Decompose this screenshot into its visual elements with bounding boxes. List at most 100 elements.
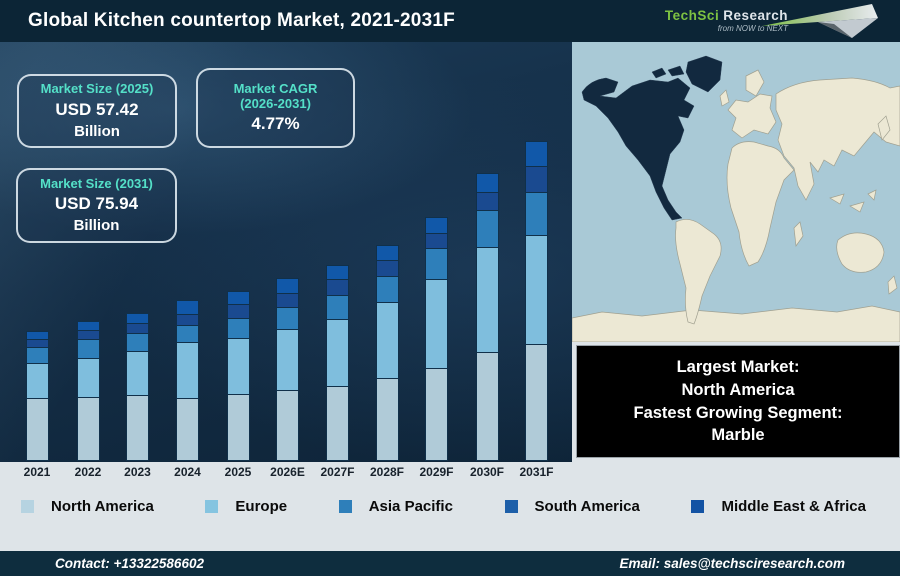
fastest-segment-label: Fastest Growing Segment: (633, 403, 843, 422)
bar-segment-europe (126, 351, 149, 396)
bar-segment-middle-east-africa (226, 291, 250, 305)
axis-label-2024: 2024 (174, 465, 201, 479)
map-japan (877, 115, 891, 141)
bar-2028f (375, 245, 399, 461)
bar-segment-asia-pacific (226, 318, 250, 339)
main-content: Market Size (2025) USD 57.42 Billion Mar… (0, 42, 900, 462)
techsci-logo: TechSci Research from NOW to NEXT (665, 2, 886, 40)
bar-2022 (76, 321, 100, 461)
map-arctic-island-1 (667, 65, 685, 77)
legend-item-north-america: North America (21, 498, 154, 515)
legend-swatch-asia-pacific (338, 500, 352, 513)
world-map (572, 42, 900, 342)
bar-segment-asia-pacific (176, 325, 199, 343)
legend-label-south-america: South America (534, 498, 640, 515)
legend-item-asia-pacific: Asia Pacific (338, 498, 453, 515)
bar-segment-south-america (326, 279, 349, 296)
axis-label-2029f: 2029F (419, 465, 454, 479)
x-axis: 2021 2022 2023 2024 2025 2026E 2027F 2028F 2029F… (0, 462, 900, 481)
bar-segment-north-america (425, 368, 448, 461)
bar-2025 (226, 291, 250, 461)
bar-segment-south-america (375, 260, 399, 277)
bar-segment-europe (276, 329, 299, 391)
bar-segment-europe (475, 247, 499, 353)
map-indonesia-1 (829, 193, 845, 205)
bar-segment-middle-east-africa (525, 141, 548, 167)
legend: North America Europe Asia Pacific South Ame… (0, 481, 900, 515)
axis-label-2027f: 2027F (320, 465, 355, 479)
map-arctic-island-2 (651, 67, 667, 79)
axis-label-2023: 2023 (124, 465, 151, 479)
market-cagr-value: 4.77% (251, 114, 300, 134)
highlight-box: Largest Market: North America Fastest Gr… (576, 345, 900, 458)
bar-segment-middle-east-africa (375, 245, 399, 261)
bar-segment-south-america (425, 233, 448, 249)
bar-segment-asia-pacific (126, 333, 149, 352)
bar-segment-europe (425, 279, 448, 369)
market-size-2031-label: Market Size (2031) (40, 175, 153, 191)
logo-tagline: from NOW to NEXT (717, 23, 788, 33)
bar-segment-europe (525, 235, 548, 345)
legend-label-middle-east-africa: Middle East & Africa (721, 498, 866, 515)
bar-segment-asia-pacific (375, 276, 399, 303)
bar-segment-asia-pacific (276, 307, 299, 330)
axis-label-2031f: 2031F (519, 465, 554, 479)
axis-label-2025: 2025 (224, 465, 252, 479)
map-europe (727, 93, 777, 139)
market-cagr-label: Market CAGR (2026-2031) (233, 80, 318, 111)
logo-arrow-icon (762, 4, 878, 38)
bar-2030f (475, 173, 499, 461)
bar-segment-south-america (475, 192, 499, 211)
bar-segment-south-america (525, 166, 548, 193)
bar-segment-north-america (375, 378, 399, 461)
bar-segment-middle-east-africa (475, 173, 499, 193)
axis-label-2026e: 2026E (270, 465, 305, 479)
axis-label-2030f: 2030F (469, 465, 505, 479)
logo-text: TechSci Research from NOW to NEXT (665, 9, 788, 33)
bar-segment-north-america (176, 398, 199, 461)
bar-segment-asia-pacific (525, 192, 548, 236)
bar-2026e (276, 278, 299, 461)
bar-2023 (126, 313, 149, 461)
fastest-segment-value: Marble (711, 426, 765, 445)
largest-market-value: North America (681, 380, 795, 399)
legend-item-south-america: South America (504, 498, 640, 515)
footer: Contact: +13322586602 Email: sales@techs… (0, 551, 900, 576)
market-size-2025-value: USD 57.42 (55, 99, 139, 119)
axis-label-2022: 2022 (74, 465, 102, 479)
axis-label-2028f: 2028F (369, 465, 405, 479)
logo-brand-secondary: Research (723, 8, 788, 24)
bar-segment-middle-east-africa (326, 265, 349, 280)
email-info: Email: sales@techsciresearch.com (619, 556, 845, 571)
bar-segment-europe (226, 338, 250, 395)
map-madagascar (793, 221, 804, 247)
logo-brand-primary: TechSci (664, 8, 720, 24)
map-north-america (581, 77, 695, 221)
page-title: Global Kitchen countertop Market, 2021-2… (28, 10, 455, 31)
market-size-2025-unit: Billion (74, 122, 120, 140)
bar-segment-middle-east-africa (176, 300, 199, 315)
bar-segment-south-america (276, 293, 299, 308)
bar-2024 (176, 300, 199, 461)
bar-segment-middle-east-africa (425, 217, 448, 234)
bar-segment-europe (375, 302, 399, 379)
axis-label-2021: 2021 (23, 465, 51, 479)
bottom-strip: 2021 2022 2023 2024 2025 2026E 2027F 2028F 2029F… (0, 462, 900, 551)
stacked-bar-chart (0, 42, 572, 461)
bar-segment-asia-pacific (425, 248, 448, 280)
bar-segment-asia-pacific (76, 339, 100, 359)
map-uk (719, 89, 730, 107)
bar-segment-europe (25, 363, 49, 399)
market-size-2031-unit: Billion (73, 217, 120, 235)
bar-segment-middle-east-africa (276, 278, 299, 294)
bar-2031f (525, 141, 548, 461)
legend-label-north-america: North America (51, 498, 154, 515)
bar-2029f (425, 217, 448, 461)
bar-segment-north-america (276, 390, 299, 461)
market-size-2031-value: USD 75.94 (54, 194, 139, 214)
map-south-america (675, 219, 722, 325)
bar-segment-north-america (226, 394, 250, 461)
bar-segment-north-america (525, 344, 548, 461)
bar-segment-south-america (226, 304, 250, 319)
largest-market-label: Largest Market: (676, 357, 800, 376)
